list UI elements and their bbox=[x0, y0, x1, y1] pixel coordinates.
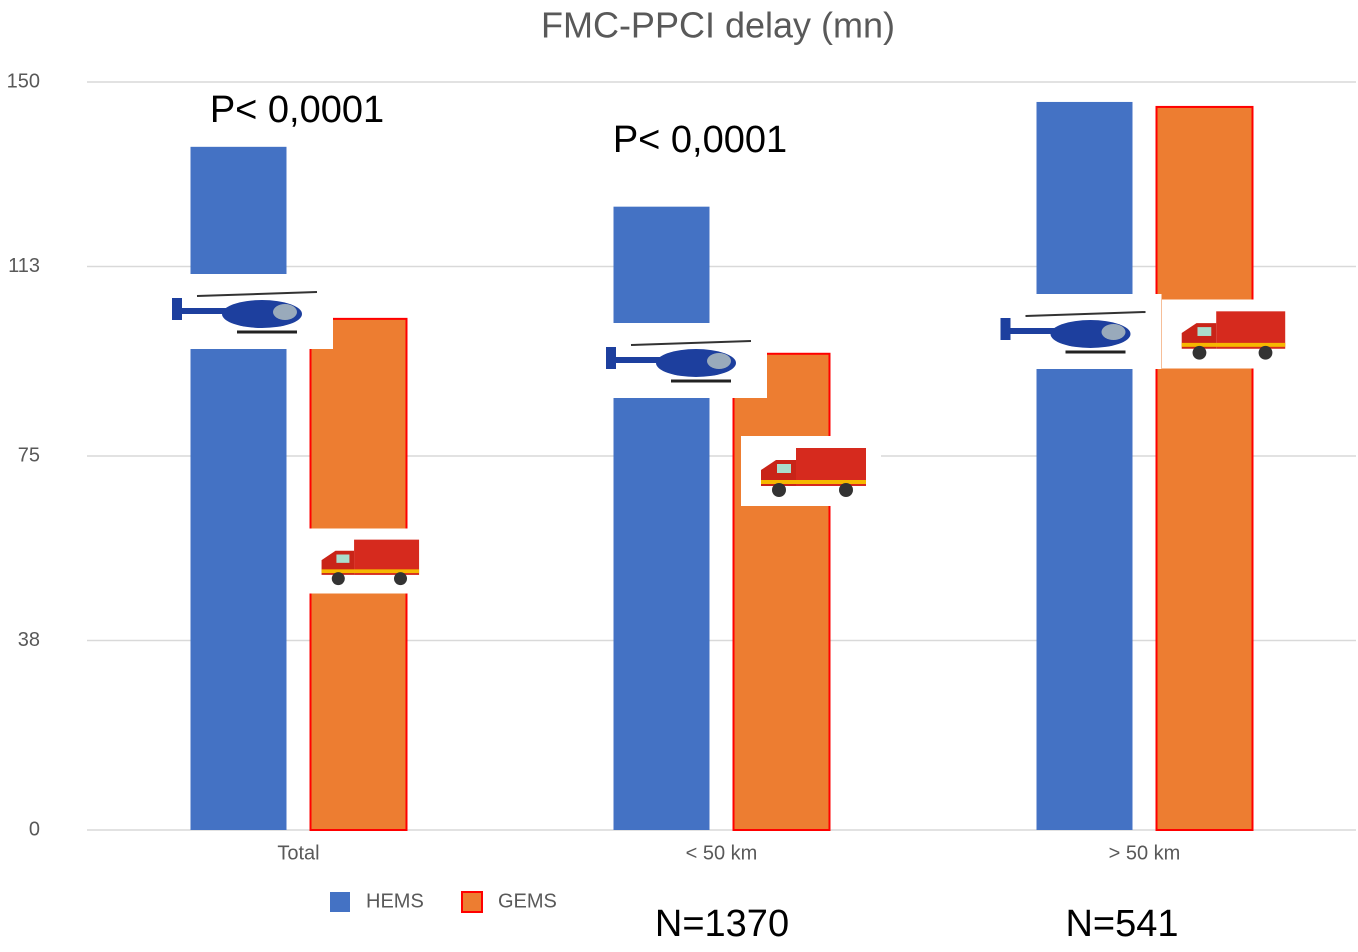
x-tick-label: Total bbox=[277, 842, 319, 864]
y-tick-label: 0 bbox=[29, 818, 40, 840]
annotation: N=1370 bbox=[655, 903, 789, 945]
x-tick-label: < 50 km bbox=[686, 842, 758, 864]
x-tick-label: > 50 km bbox=[1109, 842, 1181, 864]
bar bbox=[734, 354, 830, 830]
bar bbox=[1037, 102, 1133, 830]
y-tick-label: 75 bbox=[18, 444, 40, 466]
y-tick-label: 150 bbox=[7, 70, 40, 92]
legend-label: HEMS bbox=[366, 890, 424, 912]
annotation: N=541 bbox=[1065, 903, 1178, 945]
bar bbox=[191, 147, 287, 830]
helicopter-icon bbox=[986, 294, 1162, 369]
helicopter-icon bbox=[591, 323, 767, 398]
chart-title: FMC-PPCI delay (mn) bbox=[541, 5, 895, 46]
chart: FMC-PPCI delay (mn) P< 0,0001 P< 0,0001 … bbox=[0, 0, 1358, 952]
annotation: P< 0,0001 bbox=[210, 89, 384, 131]
legend-label: GEMS bbox=[498, 890, 557, 912]
legend-swatch bbox=[330, 892, 350, 912]
plot bbox=[87, 82, 1356, 830]
annotation: P< 0,0001 bbox=[613, 119, 787, 161]
y-tick-label: 38 bbox=[18, 629, 40, 651]
helicopter-icon bbox=[157, 274, 333, 349]
ambulance-icon bbox=[303, 529, 433, 594]
ambulance-icon bbox=[1162, 300, 1300, 369]
bar bbox=[1157, 107, 1253, 830]
legend-swatch bbox=[462, 892, 482, 912]
y-tick-label: 113 bbox=[8, 255, 40, 277]
ambulance-icon bbox=[741, 436, 881, 506]
bar bbox=[614, 207, 710, 830]
